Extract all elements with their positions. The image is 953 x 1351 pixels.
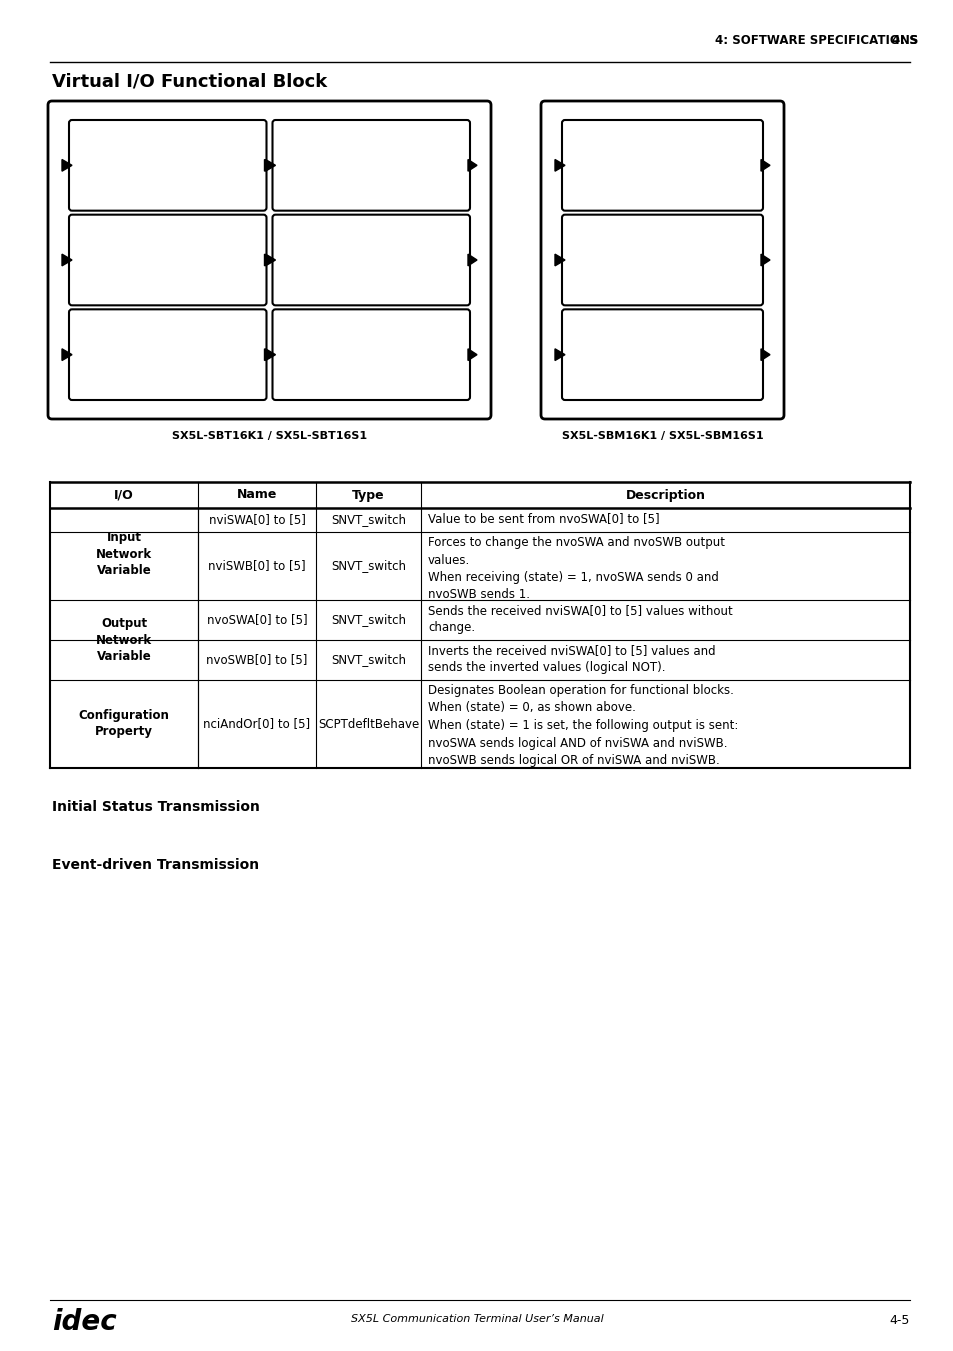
Polygon shape [265,159,275,172]
FancyBboxPatch shape [69,309,266,400]
Polygon shape [264,349,274,361]
Polygon shape [760,159,769,172]
Text: 4: SOFTWARE SPECIFICATIONS: 4: SOFTWARE SPECIFICATIONS [714,34,917,47]
Text: SCPTdefltBehave: SCPTdefltBehave [317,717,418,731]
Text: Virtual I/O Functional Block: Virtual I/O Functional Block [52,72,327,91]
Text: SX5L Communication Terminal User’s Manual: SX5L Communication Terminal User’s Manua… [351,1315,602,1324]
Text: nviSWB[0] to [5]: nviSWB[0] to [5] [208,559,306,573]
Text: SX5L-SBM16K1 / SX5L-SBM16S1: SX5L-SBM16K1 / SX5L-SBM16S1 [561,431,762,440]
Text: nvoSWB[0] to [5]: nvoSWB[0] to [5] [206,654,308,666]
Polygon shape [555,349,564,361]
Polygon shape [468,349,476,361]
Text: SNVT_switch: SNVT_switch [331,559,406,573]
Text: Configuration
Property: Configuration Property [78,709,170,739]
FancyBboxPatch shape [48,101,491,419]
FancyBboxPatch shape [561,215,762,305]
Text: 4-5: 4-5 [889,1315,909,1327]
Polygon shape [760,254,769,266]
Polygon shape [62,349,71,361]
Polygon shape [468,254,476,266]
Text: Name: Name [236,489,277,501]
FancyBboxPatch shape [540,101,783,419]
Text: Description: Description [625,489,705,501]
FancyBboxPatch shape [273,215,470,305]
Text: nviSWA[0] to [5]: nviSWA[0] to [5] [209,513,305,527]
Text: Designates Boolean operation for functional blocks.
When (state) = 0, as shown a: Designates Boolean operation for functio… [428,684,738,767]
FancyBboxPatch shape [273,120,470,211]
Polygon shape [265,349,275,361]
Polygon shape [62,159,71,172]
Text: Input
Network
Variable: Input Network Variable [96,531,152,577]
Polygon shape [555,159,564,172]
Polygon shape [760,349,769,361]
Text: Event-driven Transmission: Event-driven Transmission [52,858,259,871]
Text: Inverts the received nviSWA[0] to [5] values and
sends the inverted values (logi: Inverts the received nviSWA[0] to [5] va… [428,644,715,674]
Text: SNVT_switch: SNVT_switch [331,513,406,527]
FancyBboxPatch shape [69,215,266,305]
Text: Type: Type [352,489,384,501]
Text: Initial Status Transmission: Initial Status Transmission [52,800,259,815]
Polygon shape [468,159,476,172]
Text: Sends the received nviSWA[0] to [5] values without
change.: Sends the received nviSWA[0] to [5] valu… [428,604,732,635]
Polygon shape [62,254,71,266]
FancyBboxPatch shape [273,309,470,400]
Text: idec: idec [52,1308,116,1336]
Text: SNVT_switch: SNVT_switch [331,613,406,627]
Text: Output
Network
Variable: Output Network Variable [96,617,152,662]
FancyBboxPatch shape [561,120,762,211]
Text: Value to be sent from nvoSWA[0] to [5]: Value to be sent from nvoSWA[0] to [5] [428,512,659,526]
Text: 4: S: 4: S [891,34,917,47]
Polygon shape [555,254,564,266]
Polygon shape [264,159,274,172]
FancyBboxPatch shape [561,309,762,400]
Text: SNVT_switch: SNVT_switch [331,654,406,666]
Text: nciAndOr[0] to [5]: nciAndOr[0] to [5] [203,717,311,731]
FancyBboxPatch shape [69,120,266,211]
Polygon shape [265,254,275,266]
Polygon shape [264,254,274,266]
Text: nvoSWA[0] to [5]: nvoSWA[0] to [5] [207,613,307,627]
Text: Forces to change the nvoSWA and nvoSWB output
values.
When receiving (state) = 1: Forces to change the nvoSWA and nvoSWB o… [428,536,724,601]
Text: I/O: I/O [114,489,133,501]
Text: SX5L-SBT16K1 / SX5L-SBT16S1: SX5L-SBT16K1 / SX5L-SBT16S1 [172,431,367,440]
